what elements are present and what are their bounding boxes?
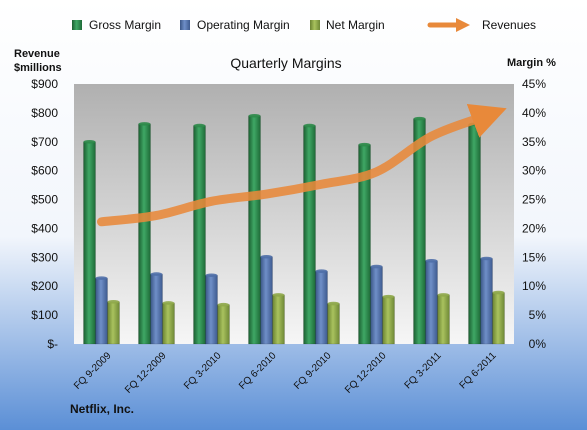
legend-swatch-net-margin xyxy=(310,20,320,30)
bar-cap-operating-margin xyxy=(150,272,163,276)
bar-net-margin xyxy=(437,294,450,345)
bar-cap-operating-margin xyxy=(205,273,218,278)
bar-operating-margin xyxy=(95,277,108,345)
y-right-tick-label: 35% xyxy=(522,135,546,149)
bar-operating-margin xyxy=(150,273,163,345)
bar-gross-margin xyxy=(83,141,96,345)
bar-net-margin xyxy=(327,303,340,345)
legend: Gross Margin Operating Margin Net Margin… xyxy=(72,18,536,32)
legend-label-gross-margin: Gross Margin xyxy=(89,18,161,32)
y-right-tick-label: 10% xyxy=(522,279,546,293)
bar-operating-margin xyxy=(260,256,273,345)
chart-title: Quarterly Margins xyxy=(230,55,341,71)
y-right-label: Margin % xyxy=(507,57,556,69)
bar-cap-gross-margin xyxy=(248,113,261,118)
revenues-line xyxy=(97,103,507,227)
bars-layer xyxy=(83,113,505,345)
bar-cap-operating-margin xyxy=(315,269,328,274)
bar-cap-gross-margin xyxy=(303,123,316,128)
bar-net-margin xyxy=(492,292,505,345)
y-right-tick-label: 30% xyxy=(522,164,546,178)
bar-gross-margin xyxy=(248,115,261,345)
bar-gross-margin xyxy=(303,125,316,345)
y-left-tick-label: $900 xyxy=(31,77,58,91)
bar-cap-net-margin xyxy=(382,294,395,299)
bar-operating-margin xyxy=(205,274,218,345)
legend-swatch-revenues-arrowhead xyxy=(456,18,470,32)
y-right-tick-label: 5% xyxy=(529,308,547,322)
bar-cap-operating-margin xyxy=(260,254,273,259)
bar-gross-margin xyxy=(193,125,206,345)
y-left-tick-label: $- xyxy=(47,337,58,351)
bar-cap-net-margin xyxy=(492,290,505,295)
bar-cap-gross-margin xyxy=(83,139,96,144)
y-left-tick-label: $300 xyxy=(31,250,58,264)
y-left-tick-label: $100 xyxy=(31,308,58,322)
bar-cap-net-margin xyxy=(107,300,120,304)
bar-cap-net-margin xyxy=(162,301,175,305)
y-left-tick-label: $700 xyxy=(31,135,58,149)
bar-cap-operating-margin xyxy=(425,259,438,263)
y-left-tick-label: $600 xyxy=(31,164,58,178)
revenue-layer xyxy=(97,103,507,227)
bar-net-margin xyxy=(162,302,175,345)
bar-cap-net-margin xyxy=(327,301,340,306)
bar-gross-margin xyxy=(138,123,151,345)
y-left-label-line2: $millions xyxy=(14,62,62,74)
bar-cap-operating-margin xyxy=(370,264,383,269)
bar-operating-margin xyxy=(425,260,438,345)
bar-cap-net-margin xyxy=(437,293,450,297)
company-name: Netflix, Inc. xyxy=(70,402,134,416)
bar-net-margin xyxy=(272,294,285,345)
legend-label-net-margin: Net Margin xyxy=(326,18,385,32)
bar-cap-gross-margin xyxy=(193,123,206,128)
bar-net-margin xyxy=(217,304,230,345)
bar-operating-margin xyxy=(315,270,328,345)
bar-gross-margin xyxy=(468,124,481,345)
y-right-tick-label: 25% xyxy=(522,193,546,207)
bar-cap-gross-margin xyxy=(358,142,371,147)
y-left-tick-label: $800 xyxy=(31,106,58,120)
bar-cap-net-margin xyxy=(272,293,285,297)
bar-net-margin xyxy=(107,301,120,345)
y-right-tick-label: 45% xyxy=(522,77,546,91)
y-right-tick-label: 20% xyxy=(522,221,546,235)
y-right-tick-label: 0% xyxy=(529,337,547,351)
bar-net-margin xyxy=(382,296,395,345)
bar-gross-margin xyxy=(413,118,426,345)
legend-swatch-operating-margin xyxy=(180,20,190,30)
y-left-tick-label: $400 xyxy=(31,221,58,235)
bar-cap-operating-margin xyxy=(480,256,493,261)
bar-cap-operating-margin xyxy=(95,276,108,280)
legend-label-operating-margin: Operating Margin xyxy=(197,18,290,32)
bar-cap-gross-margin xyxy=(413,116,426,121)
bar-operating-margin xyxy=(480,258,493,345)
y-left-tick-label: $500 xyxy=(31,193,58,207)
bar-cap-net-margin xyxy=(217,302,230,307)
y-left-tick-label: $200 xyxy=(31,279,58,293)
legend-label-revenues: Revenues xyxy=(482,18,536,32)
bar-cap-gross-margin xyxy=(138,122,151,126)
y-left-label-line1: Revenue xyxy=(14,48,60,60)
bar-operating-margin xyxy=(370,266,383,345)
y-right-tick-label: 40% xyxy=(522,106,546,120)
legend-swatch-gross-margin xyxy=(72,20,82,30)
y-right-tick-label: 15% xyxy=(522,250,546,264)
